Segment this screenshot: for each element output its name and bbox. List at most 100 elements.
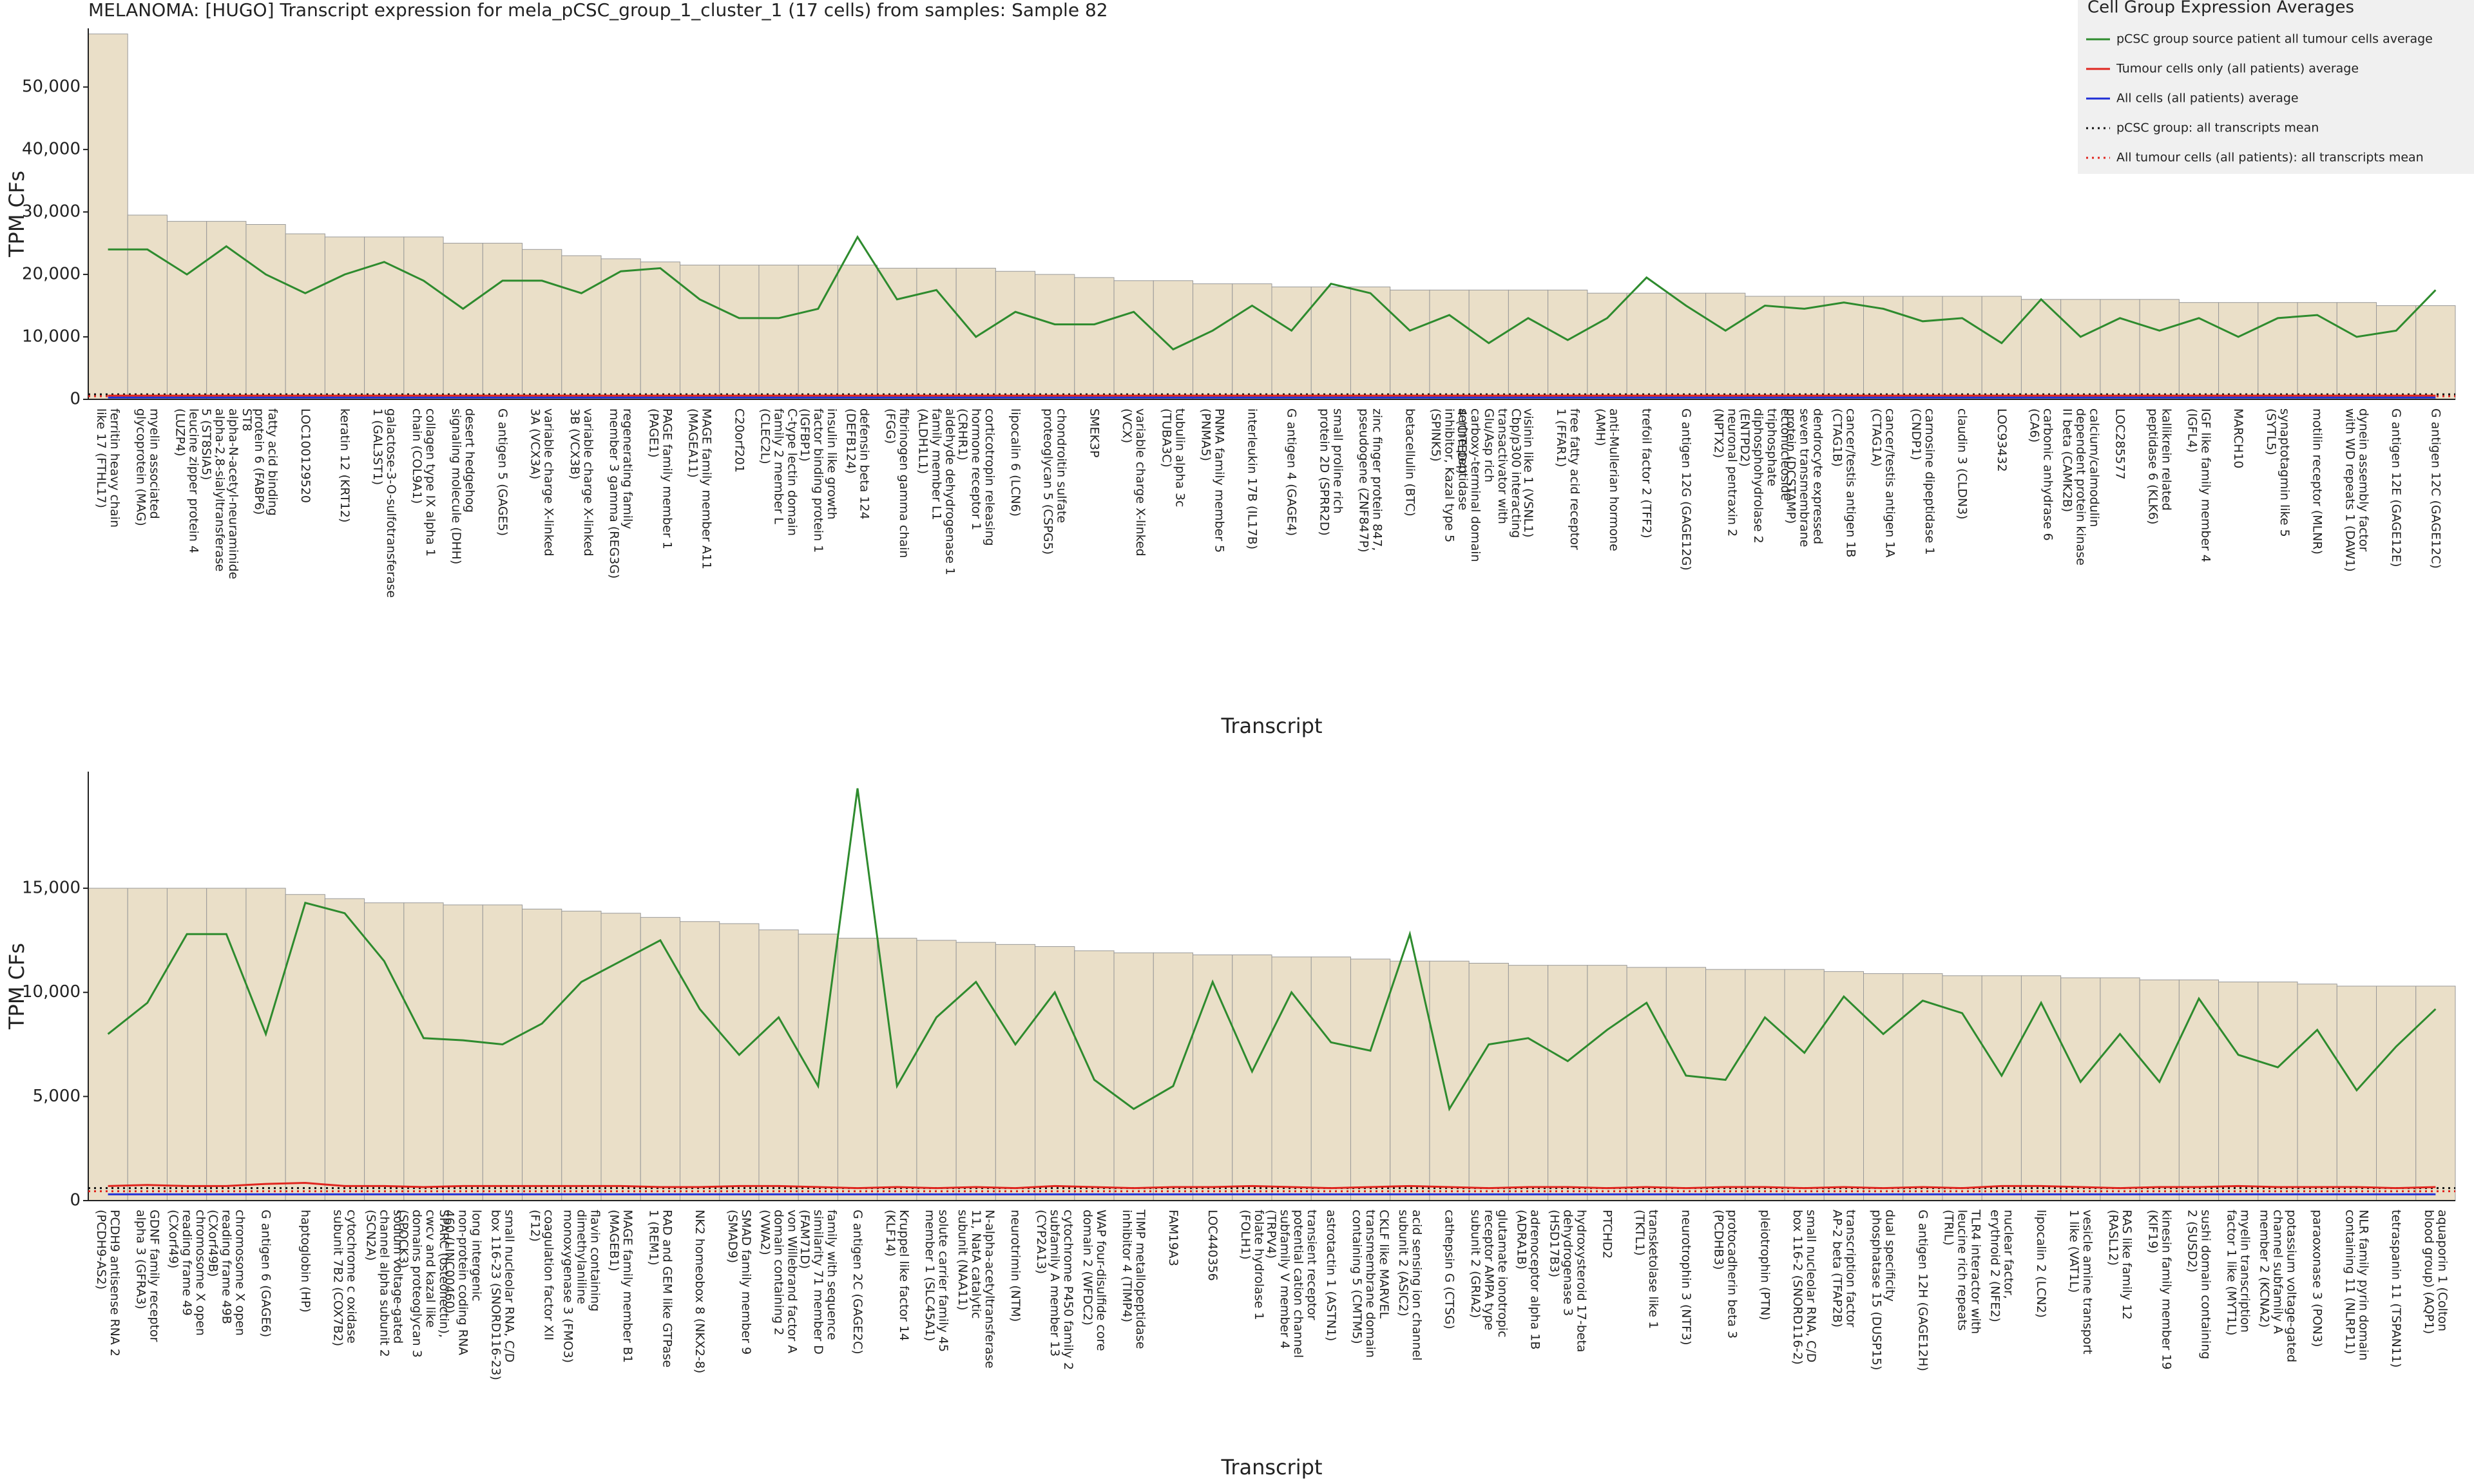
bar xyxy=(522,249,562,400)
x-tick-label: small nucleolar RNA, C/D box 116-23 (SNO… xyxy=(489,1210,517,1380)
x-tick-label: Cbp/p300 interacting transactivator with… xyxy=(1455,408,1523,566)
x-tick-label: galactose-3-O-sulfotransferase 1 (GAL3ST… xyxy=(370,408,398,602)
bar xyxy=(1153,952,1194,1201)
bar xyxy=(798,265,838,400)
x-tick-label: coagulation factor XII (F12) xyxy=(528,1210,556,1344)
x-tick-label: carnosine dipeptidase 1 (CNDP1) xyxy=(1909,408,1937,559)
bar xyxy=(561,911,602,1201)
x-tick-label: G antigen 4 (GAGE4) xyxy=(1285,408,1299,536)
bar xyxy=(127,888,168,1201)
bar xyxy=(2415,985,2456,1201)
y-tick-label: 30,000 xyxy=(22,202,81,222)
x-tick-label: IGF like family member 4 (IGFL4) xyxy=(2185,408,2213,566)
x-tick-label: chondroitin sulfate proteoglycan 5 (CSPG… xyxy=(1041,408,1069,555)
bar xyxy=(1745,969,1785,1201)
x-tick-label: neurotrophin 3 (NTF3) xyxy=(1679,1210,1693,1346)
bar xyxy=(1863,296,1904,400)
bar xyxy=(1350,958,1391,1201)
legend-title: Cell Group Expression Averages xyxy=(2087,0,2354,17)
x-tick-label: PTCHD2 xyxy=(1600,1210,1615,1259)
bar xyxy=(719,265,760,400)
x-tick-label: RAD and GEM like GTPase 1 (REM1) xyxy=(647,1210,675,1371)
bar xyxy=(561,255,602,400)
x-tick-label: aldehyde dehydrogenase 1 family member L… xyxy=(916,408,957,579)
x-tick-label: adrenoceptor alpha 1B (ADRA1B) xyxy=(1515,1210,1542,1353)
chart-title: MELANOMA: [HUGO] Transcript expression f… xyxy=(88,0,1108,21)
bar xyxy=(1981,296,2022,400)
bar xyxy=(2218,302,2259,400)
x-tick-label: FAM19A3 xyxy=(1166,1210,1180,1266)
bar xyxy=(1193,283,1233,400)
bar xyxy=(1429,960,1470,1201)
x-tick-label: G antigen 12C (GAGE12C) xyxy=(2429,408,2443,569)
bar xyxy=(1903,296,1943,400)
x-tick-label: G antigen 12G (GAGE12G) xyxy=(1679,408,1693,571)
x-tick-label: free fatty acid receptor 1 (FFAR1) xyxy=(1554,408,1582,554)
x-tick-label: C20orf201 xyxy=(733,408,747,473)
bar xyxy=(2297,984,2337,1201)
y-axis-title: TPM CFs xyxy=(5,171,29,258)
x-tick-label: myelin transcription factor 1 like (MYT1… xyxy=(2225,1210,2252,1337)
bar xyxy=(206,888,247,1201)
x-tick-label: family with sequence similarity 71 membe… xyxy=(798,1210,839,1358)
x-tick-label: fibrinogen gamma chain (FGG) xyxy=(883,408,911,562)
bar xyxy=(1981,975,2022,1201)
bar xyxy=(285,233,325,400)
x-tick-label: variable charge X-linked 3A (VCX3A) xyxy=(528,408,556,560)
bar xyxy=(2178,979,2220,1201)
x-tick-label: transketolase like 1 (TKTL1) xyxy=(1633,1210,1661,1333)
bar xyxy=(1705,969,1746,1201)
x-tick-label: LOC93432 xyxy=(1995,408,2009,472)
x-tick-label: hydroxysteroid 17-beta dehydrogenase 3 (… xyxy=(1548,1210,1589,1356)
bar xyxy=(1665,292,1707,400)
x-tick-label: chromosome X open reading frame 49B (CXo… xyxy=(206,1210,247,1340)
bar xyxy=(127,214,168,400)
x-tick-label: LOC440356 xyxy=(1206,1210,1220,1281)
bar xyxy=(600,258,641,400)
x-tick-label: serine peptidase inhibitor, Kazal type 5… xyxy=(1429,408,1470,546)
bar xyxy=(1153,280,1194,400)
bar xyxy=(88,33,128,400)
y-tick-label: 5,000 xyxy=(33,1087,81,1106)
bar xyxy=(1548,289,1588,400)
x-tick-label: sodium voltage-gated channel alpha subun… xyxy=(364,1210,405,1361)
x-tick-label: folate hydrolase 1 (FOLH1) xyxy=(1238,1210,1266,1324)
bar xyxy=(245,888,286,1201)
bar xyxy=(995,944,1036,1201)
series-line xyxy=(108,1181,2436,1190)
x-tick-label: SMEK3P xyxy=(1088,408,1102,457)
bar xyxy=(916,267,957,400)
x-tick-label: variable charge X-linked 3B (VCX3B) xyxy=(568,408,595,560)
bar xyxy=(166,221,207,400)
legend-label: All tumour cells (all patients): all tra… xyxy=(2116,151,2424,165)
bar xyxy=(2376,985,2417,1201)
y-tick-label: 20,000 xyxy=(22,265,81,284)
bar xyxy=(2336,985,2377,1201)
x-tick-label: interleukin 17B (IL17B) xyxy=(1245,408,1260,549)
bar xyxy=(364,236,405,400)
bar xyxy=(758,265,799,400)
series-line xyxy=(107,788,2437,1112)
bar xyxy=(2060,299,2101,400)
bar xyxy=(1784,296,1825,400)
x-tick-label: desert hedgehog signaling molecule (DHH) xyxy=(450,408,477,564)
x-tick-label: leucine zipper protein 4 (LUZP4) xyxy=(173,408,201,557)
x-tick-label: solute carrier family 45 member 1 (SLC45… xyxy=(923,1210,951,1356)
y-tick-label: 10,000 xyxy=(22,327,81,347)
bar xyxy=(1468,289,1509,400)
x-tick-label: SMAD family member 9 (SMAD9) xyxy=(725,1210,753,1358)
x-tick-label: G antigen 12E (GAGE12E) xyxy=(2390,408,2404,567)
bar xyxy=(837,265,878,400)
bar xyxy=(2020,975,2062,1201)
bar xyxy=(2139,979,2180,1201)
x-tick-label: ectonucleoside triphosphate diphosphohyd… xyxy=(1738,408,1792,547)
bar xyxy=(955,267,996,400)
bar xyxy=(2336,302,2377,400)
x-tick-label: WAP four-disulfide core domain 2 (WFDC2) xyxy=(1080,1210,1108,1355)
legend-label: All cells (all patients) average xyxy=(2116,91,2299,106)
x-tick-label: aquaporin 1 (Colton blood group) (AQP1) xyxy=(2422,1210,2450,1335)
y-tick-label: 0 xyxy=(70,390,81,409)
x-tick-label: LOC285577 xyxy=(2113,408,2127,480)
bar xyxy=(1390,960,1430,1201)
bar xyxy=(482,243,523,400)
